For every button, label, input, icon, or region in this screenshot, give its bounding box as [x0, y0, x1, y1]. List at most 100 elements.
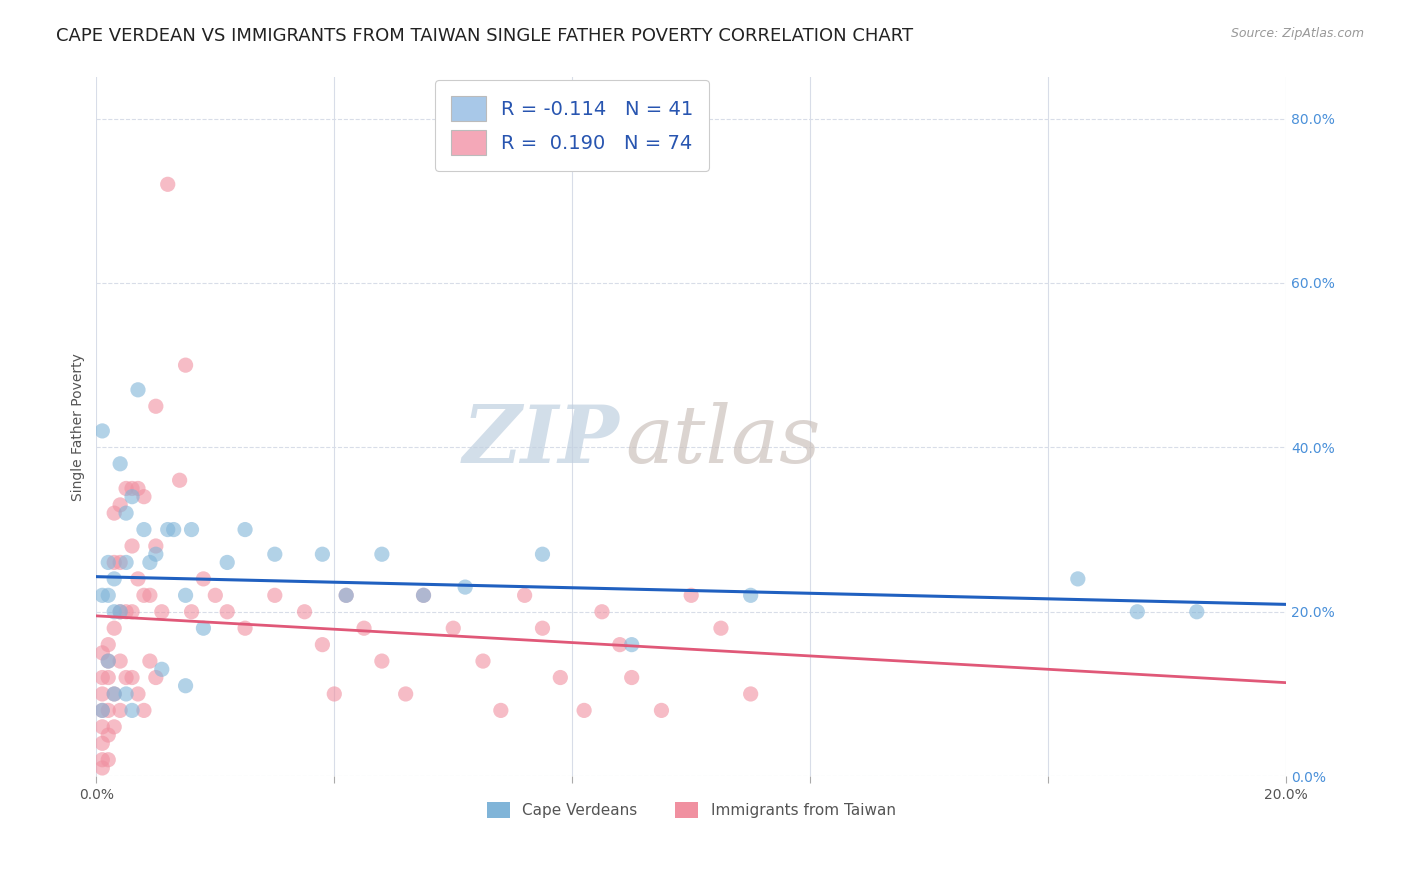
Point	[121, 605, 143, 619]
Point	[156, 178, 179, 192]
Point	[740, 588, 762, 602]
Point	[103, 605, 125, 619]
Point	[150, 605, 173, 619]
Point	[121, 490, 143, 504]
Point	[371, 547, 394, 561]
Point	[108, 605, 131, 619]
Point	[217, 556, 239, 570]
Point	[127, 383, 149, 397]
Point	[121, 671, 143, 685]
Point	[233, 621, 256, 635]
Point	[263, 547, 285, 561]
Point	[710, 621, 733, 635]
Point	[139, 654, 162, 668]
Point	[91, 588, 114, 602]
Text: Source: ZipAtlas.com: Source: ZipAtlas.com	[1230, 27, 1364, 40]
Point	[217, 605, 239, 619]
Point	[115, 506, 138, 520]
Text: CAPE VERDEAN VS IMMIGRANTS FROM TAIWAN SINGLE FATHER POVERTY CORRELATION CHART: CAPE VERDEAN VS IMMIGRANTS FROM TAIWAN S…	[56, 27, 914, 45]
Point	[1067, 572, 1090, 586]
Point	[91, 753, 114, 767]
Point	[620, 638, 643, 652]
Point	[139, 556, 162, 570]
Point	[174, 358, 197, 372]
Point	[121, 703, 143, 717]
Point	[108, 498, 131, 512]
Point	[531, 621, 554, 635]
Point	[132, 490, 155, 504]
Point	[108, 556, 131, 570]
Point	[620, 671, 643, 685]
Point	[97, 654, 120, 668]
Point	[97, 588, 120, 602]
Point	[513, 588, 536, 602]
Point	[145, 399, 167, 413]
Point	[294, 605, 316, 619]
Point	[97, 654, 120, 668]
Point	[108, 703, 131, 717]
Point	[145, 671, 167, 685]
Point	[145, 547, 167, 561]
Point	[115, 671, 138, 685]
Point	[115, 556, 138, 570]
Point	[609, 638, 631, 652]
Point	[103, 506, 125, 520]
Point	[180, 605, 202, 619]
Point	[103, 687, 125, 701]
Point	[115, 605, 138, 619]
Point	[681, 588, 703, 602]
Point	[127, 687, 149, 701]
Point	[108, 457, 131, 471]
Point	[132, 588, 155, 602]
Point	[233, 523, 256, 537]
Point	[108, 654, 131, 668]
Point	[353, 621, 375, 635]
Point	[550, 671, 572, 685]
Y-axis label: Single Father Poverty: Single Father Poverty	[72, 353, 86, 500]
Point	[97, 753, 120, 767]
Point	[441, 621, 464, 635]
Point	[103, 556, 125, 570]
Point	[132, 703, 155, 717]
Point	[572, 703, 595, 717]
Point	[91, 761, 114, 775]
Point	[103, 572, 125, 586]
Point	[108, 605, 131, 619]
Point	[335, 588, 357, 602]
Point	[97, 728, 120, 742]
Point	[323, 687, 346, 701]
Point	[91, 646, 114, 660]
Point	[650, 703, 672, 717]
Point	[115, 687, 138, 701]
Point	[97, 671, 120, 685]
Point	[91, 671, 114, 685]
Point	[454, 580, 477, 594]
Point	[97, 638, 120, 652]
Point	[121, 482, 143, 496]
Point	[103, 720, 125, 734]
Point	[1126, 605, 1149, 619]
Point	[174, 679, 197, 693]
Point	[97, 703, 120, 717]
Point	[193, 572, 215, 586]
Point	[91, 736, 114, 750]
Text: atlas: atlas	[626, 402, 821, 480]
Point	[127, 482, 149, 496]
Legend: Cape Verdeans, Immigrants from Taiwan: Cape Verdeans, Immigrants from Taiwan	[481, 797, 901, 824]
Point	[97, 556, 120, 570]
Point	[193, 621, 215, 635]
Point	[1185, 605, 1208, 619]
Point	[103, 687, 125, 701]
Point	[489, 703, 512, 717]
Point	[127, 572, 149, 586]
Point	[311, 638, 333, 652]
Point	[395, 687, 418, 701]
Point	[412, 588, 434, 602]
Point	[531, 547, 554, 561]
Point	[91, 424, 114, 438]
Point	[103, 621, 125, 635]
Point	[740, 687, 762, 701]
Point	[139, 588, 162, 602]
Point	[263, 588, 285, 602]
Point	[163, 523, 186, 537]
